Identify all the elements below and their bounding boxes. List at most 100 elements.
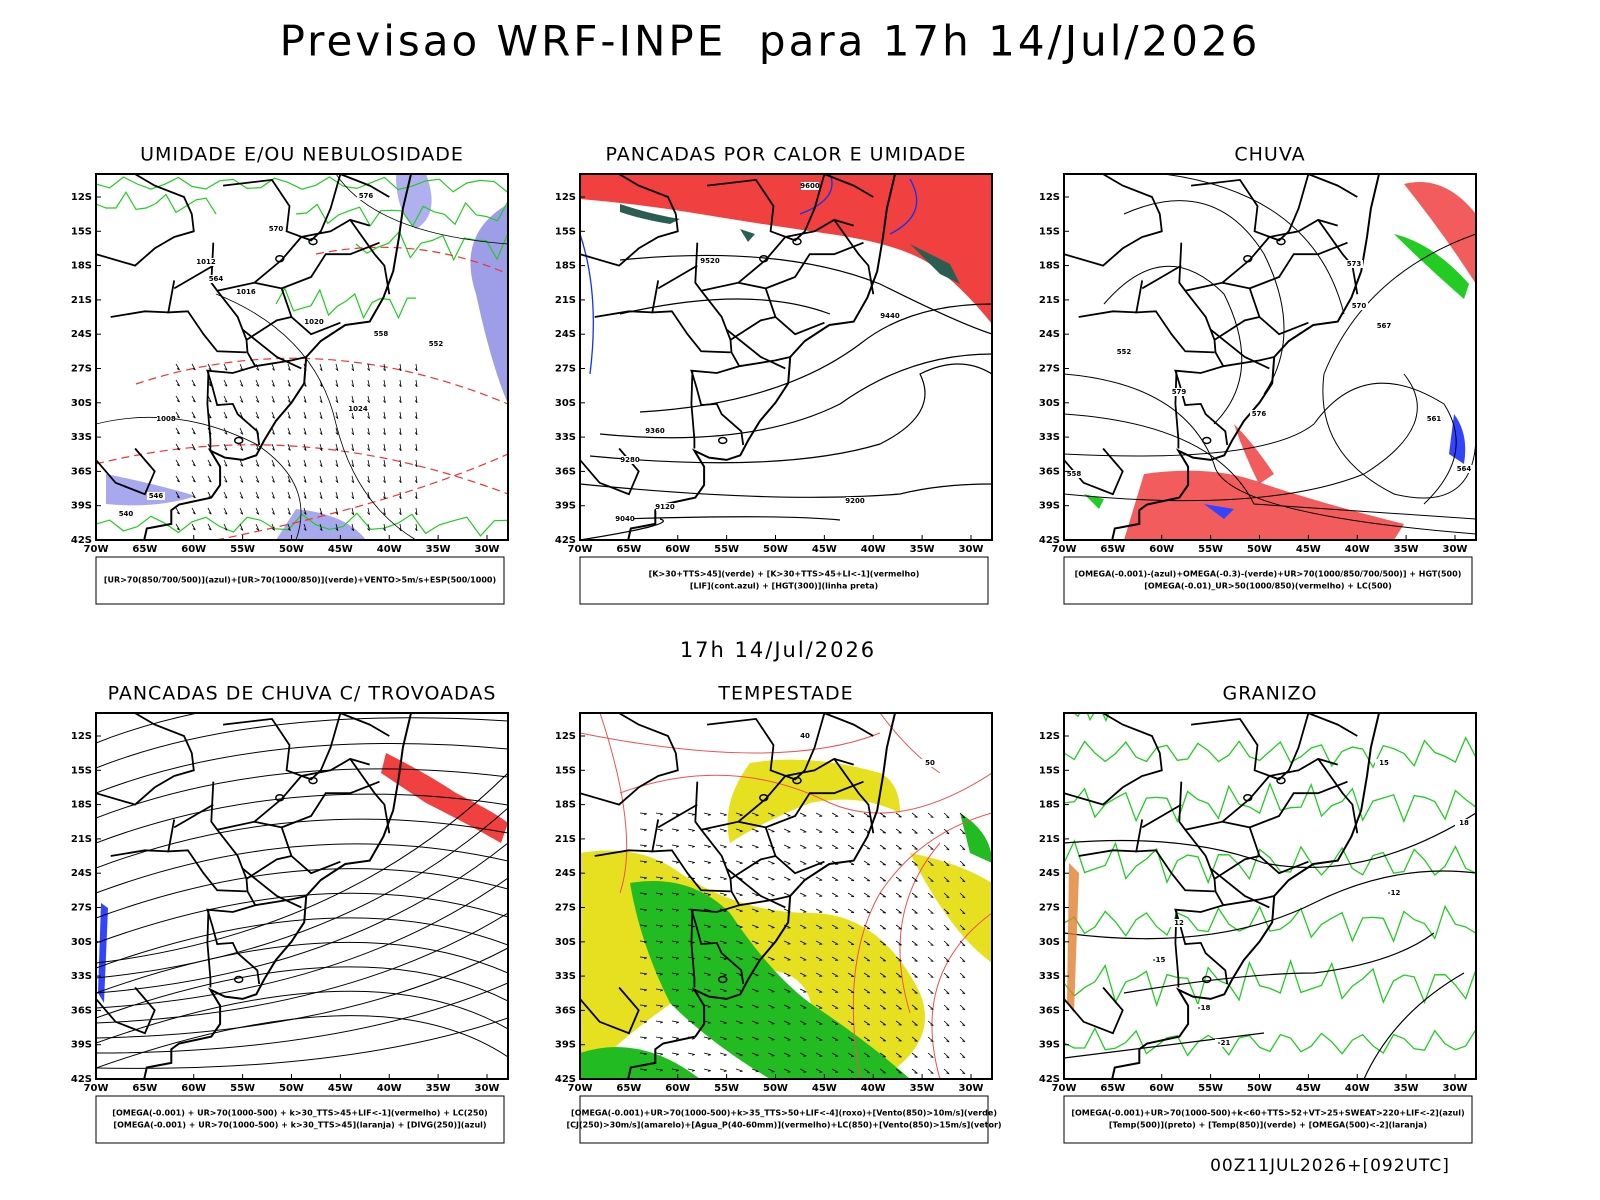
legend-box <box>579 1095 989 1144</box>
wind-vector <box>639 988 648 992</box>
contour-label: 552 <box>429 340 444 348</box>
wind-vector <box>831 876 839 881</box>
wind-vector <box>303 443 307 451</box>
contour <box>1064 736 1476 769</box>
lat-tick-label: 18S <box>555 261 576 272</box>
wind-vector <box>863 924 871 930</box>
lake <box>1201 436 1212 445</box>
streamline <box>96 990 508 1044</box>
wind-vector <box>831 1020 839 1025</box>
wind-vector <box>191 411 196 419</box>
wind-vector <box>639 1020 648 1024</box>
wind-vector <box>367 379 370 388</box>
contour <box>799 174 833 215</box>
wind-vector <box>879 1068 887 1074</box>
border <box>167 280 247 354</box>
wind-vector <box>879 876 887 882</box>
wind-vector <box>863 956 871 962</box>
wind-vector <box>847 988 855 993</box>
wind-vector <box>751 1052 759 1057</box>
lat-tick-label: 18S <box>71 261 92 272</box>
frame <box>1063 173 1477 541</box>
lat-tick-label: 30S <box>71 398 92 409</box>
contour-label: -15 <box>1153 956 1166 964</box>
wind-vector <box>911 860 918 866</box>
wind-vector <box>847 924 855 929</box>
wind-vector <box>879 924 887 930</box>
wind-vector <box>335 427 339 435</box>
wind-vector <box>927 1068 934 1074</box>
wind-vector <box>751 972 759 977</box>
wind-vector <box>863 1020 871 1026</box>
wind-vector <box>671 924 680 928</box>
border <box>1249 780 1348 829</box>
ocean <box>96 174 508 540</box>
contour-label: -18 <box>1198 1004 1211 1012</box>
label-bg <box>881 312 899 320</box>
lat-tick-label: 33S <box>71 432 92 443</box>
label-bg <box>646 427 664 435</box>
lake <box>759 254 769 263</box>
wind-vector <box>735 892 743 897</box>
wind-vector <box>927 940 934 946</box>
lake <box>275 254 285 263</box>
wind-vector <box>287 459 291 467</box>
wind-vector <box>767 1020 775 1025</box>
wind-vector <box>671 1020 680 1024</box>
lat-tick-label: 27S <box>71 364 92 375</box>
border <box>1317 219 1359 295</box>
wind-vector <box>847 1004 855 1009</box>
contour <box>96 176 508 193</box>
label-bg <box>1455 465 1473 473</box>
wind-vector <box>751 1068 759 1073</box>
label-bg <box>796 732 814 740</box>
land <box>143 713 413 1079</box>
contour <box>1073 713 1110 723</box>
border <box>1190 713 1358 781</box>
wind-vector <box>895 1004 902 1010</box>
border <box>1135 280 1215 354</box>
contour <box>580 483 992 498</box>
border <box>726 867 786 909</box>
lon-tick-label: 70W <box>84 1083 109 1094</box>
wind-vector <box>767 988 775 993</box>
wind-vector <box>398 443 402 452</box>
label-bg <box>147 492 165 500</box>
lat-tick-label: 21S <box>1039 834 1060 845</box>
lat-tick-label: 39S <box>1039 1040 1060 1051</box>
lon-tick-label: 70W <box>568 1083 593 1094</box>
lat-tick-label: 12S <box>1039 192 1060 203</box>
wind-vector <box>239 459 244 467</box>
wind-vector <box>303 395 307 403</box>
border <box>1141 803 1182 829</box>
lat-tick-label: 30S <box>555 398 576 409</box>
label-bg <box>1455 819 1473 827</box>
border <box>580 986 640 1035</box>
wind-vector <box>239 395 244 403</box>
border <box>657 803 698 829</box>
wind-vector <box>671 1068 680 1072</box>
wind-vector <box>719 1004 727 1008</box>
lat-tick-label: 21S <box>555 295 576 306</box>
label-bg <box>701 257 719 265</box>
border <box>730 855 776 880</box>
wind-vector <box>287 379 291 387</box>
contour <box>619 516 841 521</box>
border <box>1064 986 1124 1035</box>
wind-vector <box>751 892 759 897</box>
label-bg <box>1385 889 1403 897</box>
wind-vector <box>911 972 918 978</box>
lat-tick-label: 27S <box>555 903 576 914</box>
contour <box>619 298 831 315</box>
wind-vector <box>287 507 291 515</box>
wind-vector <box>831 988 839 993</box>
contour-label: 573 <box>1347 260 1362 268</box>
border <box>1214 855 1260 880</box>
label-bg <box>621 456 639 464</box>
wind-vector <box>927 956 934 962</box>
wind-vector <box>351 363 355 372</box>
wind-vector <box>271 491 275 499</box>
wind-vector <box>831 908 839 913</box>
wind-vector <box>303 459 307 467</box>
wind-vector <box>895 828 902 834</box>
